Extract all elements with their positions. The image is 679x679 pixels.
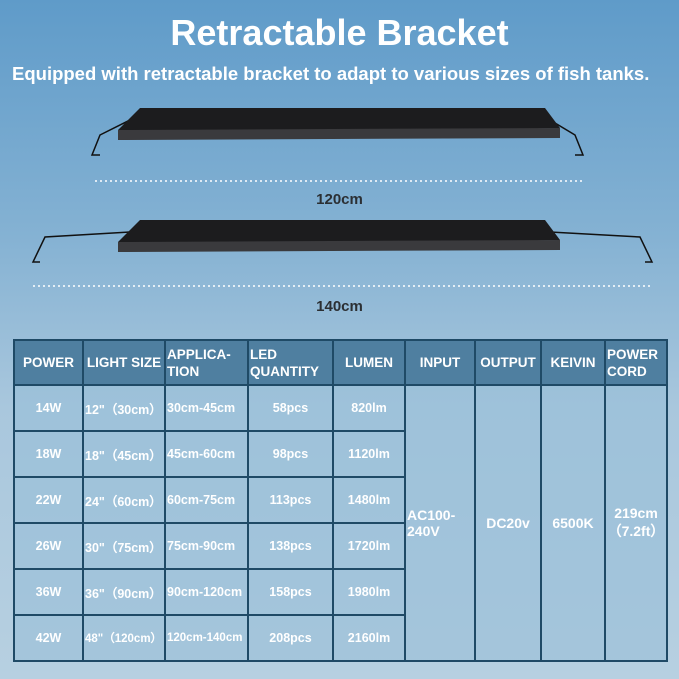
subtitle: Equipped with retractable bracket to ada…: [12, 63, 650, 84]
cell-lumen: 1480lm: [332, 476, 406, 524]
cell-power: 18W: [13, 430, 84, 478]
cell-application: 120cm-140cm: [164, 614, 249, 662]
header-kelvin: KEIVIN: [540, 339, 606, 386]
cell-application: 30cm-45cm: [164, 384, 249, 432]
cell-led-quantity: 58pcs: [247, 384, 334, 432]
header-application: APPLICA- TION: [164, 339, 249, 386]
table-row: 36W 36"（90cm） 90cm-120cm 158pcs 1980lm: [13, 568, 667, 616]
header-power: POWER: [13, 339, 84, 386]
cell-lumen: 1980lm: [332, 568, 406, 616]
cell-lumen: 2160lm: [332, 614, 406, 662]
cell-application: 60cm-75cm: [164, 476, 249, 524]
cell-led-quantity: 158pcs: [247, 568, 334, 616]
cell-power: 14W: [13, 384, 84, 432]
cell-power: 42W: [13, 614, 84, 662]
cell-kelvin: 6500K: [540, 384, 606, 662]
cell-led-quantity: 138pcs: [247, 522, 334, 570]
cell-led-quantity: 98pcs: [247, 430, 334, 478]
cell-power: 36W: [13, 568, 84, 616]
cell-light-size: 18"（45cm）: [82, 430, 166, 478]
dimension-label-120: 120cm: [316, 191, 363, 208]
header-output: OUTPUT: [474, 339, 542, 386]
cell-power: 22W: [13, 476, 84, 524]
cell-output: DC20v: [474, 384, 542, 662]
header-lumen: LUMEN: [332, 339, 406, 386]
header-input: INPUT: [404, 339, 476, 386]
dimension-label-140: 140cm: [316, 298, 363, 315]
spec-table: POWER LIGHT SIZE APPLICA- TION LED QUANT…: [13, 339, 668, 662]
header-power-cord: POWER CORD: [604, 339, 668, 386]
light-fixture-140cm: [31, 220, 654, 287]
cell-power: 26W: [13, 522, 84, 570]
cell-application: 75cm-90cm: [164, 522, 249, 570]
cell-light-size: 36"（90cm）: [82, 568, 166, 616]
cell-input: AC100-240V: [404, 384, 476, 662]
cell-led-quantity: 113pcs: [247, 476, 334, 524]
table-row: 22W 24"（60cm） 60cm-75cm 113pcs 1480lm: [13, 476, 667, 524]
cell-light-size: 48"（120cm）: [82, 614, 166, 662]
cell-led-quantity: 208pcs: [247, 614, 334, 662]
cell-lumen: 820lm: [332, 384, 406, 432]
fixture-illustration: [31, 108, 654, 287]
table-row: 26W 30"（75cm） 75cm-90cm 138pcs 1720lm: [13, 522, 667, 570]
cell-application: 90cm-120cm: [164, 568, 249, 616]
cell-light-size: 24"（60cm）: [82, 476, 166, 524]
cell-light-size: 30"（75cm）: [82, 522, 166, 570]
cell-lumen: 1120lm: [332, 430, 406, 478]
cell-light-size: 12"（30cm）: [82, 384, 166, 432]
header-led-quantity: LED QUANTITY: [247, 339, 334, 386]
header-light-size: LIGHT SIZE: [82, 339, 166, 386]
table-row: 18W 18"（45cm） 45cm-60cm 98pcs 1120lm: [13, 430, 667, 478]
page-title: Retractable Bracket: [170, 12, 509, 53]
light-fixture-120cm: [90, 108, 585, 182]
cell-lumen: 1720lm: [332, 522, 406, 570]
table-row: 14W 12"（30cm） 30cm-45cm 58pcs 820lm AC10…: [13, 384, 668, 662]
table-row: 42W 48"（120cm） 120cm-140cm 208pcs 2160lm: [13, 614, 667, 662]
table-header-row: POWER LIGHT SIZE APPLICA- TION LED QUANT…: [13, 339, 668, 386]
cell-power-cord: 219cm（7.2ft）: [604, 384, 668, 662]
cell-application: 45cm-60cm: [164, 430, 249, 478]
